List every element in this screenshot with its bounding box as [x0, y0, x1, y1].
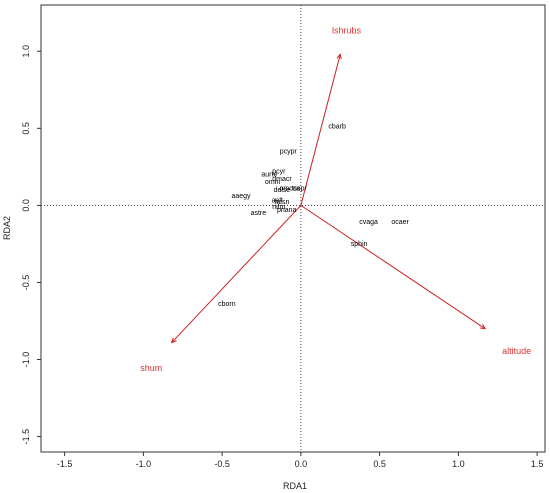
vector-altitude	[300, 204, 486, 330]
x-tick-label: 0.5	[373, 459, 386, 469]
species-label-pnana: pnana	[277, 207, 297, 214]
species-label-ocaer: ocaer	[391, 219, 409, 226]
species-label-cborn: cborn	[218, 301, 236, 308]
x-tick-label: 0.0	[295, 459, 308, 469]
x-tick-label: 1.0	[452, 459, 465, 469]
species-label-hcsn: hcsn	[275, 199, 290, 206]
species-label-dmacr: dmacr	[272, 176, 292, 183]
species-label-sphin: sphin	[351, 241, 368, 248]
vector-arrowhead-lshrubs	[336, 53, 342, 60]
vector-lshrubs	[300, 54, 341, 206]
species-label-pcypr: pcypr	[280, 148, 298, 155]
species-label-cvaga: cvaga	[359, 219, 378, 226]
species-label-astre: astre	[251, 210, 267, 217]
vector-label-altitude: altitude	[502, 346, 531, 356]
y-tick-label: 0.0	[21, 199, 31, 212]
y-tick-label: -1.5	[21, 429, 31, 445]
vector-arrowhead-altitude	[480, 324, 487, 330]
species-label-pmcca: pmcca	[280, 185, 301, 192]
y-axis: -1.5 -1.0 -0.5 0.0 0.5 1.0	[21, 45, 41, 444]
species-label-aalt: aalt	[272, 198, 283, 205]
x-axis: -1.5 -1.0 -0.5 0.0 0.5 1.0 1.5	[57, 452, 544, 469]
species-label-cbarb: cbarb	[328, 124, 346, 131]
x-tick-label: 1.5	[531, 459, 544, 469]
zero-lines	[41, 5, 545, 452]
y-tick-label: 0.5	[21, 122, 31, 135]
y-axis-title: RDA2	[2, 216, 12, 240]
x-tick-label: -1.5	[57, 459, 73, 469]
vector-arrowhead-shum	[170, 337, 177, 344]
plot-frame	[40, 4, 546, 453]
species-label-aurte: aurte	[261, 171, 277, 178]
species-label-pcyr: pcyr	[272, 168, 286, 175]
vector-shum	[171, 205, 302, 343]
x-tick-label: -0.5	[214, 459, 230, 469]
y-tick-label: -0.5	[21, 275, 31, 291]
species-label-nifm: nifm	[272, 204, 285, 211]
species-scores: pcypr cbarb pcyraurtedmacromnidelsepmccats…	[218, 124, 409, 308]
species-label-delse: delse	[274, 187, 291, 194]
y-tick-label: -1.0	[21, 352, 31, 368]
species-label-tscpr: tscpr	[292, 185, 308, 192]
x-tick-label: -1.0	[136, 459, 152, 469]
species-label-omni: omni	[265, 179, 281, 186]
environment-vectors: lshrubs altitude shum	[140, 26, 531, 374]
vector-label-shum: shum	[140, 363, 162, 373]
x-axis-title: RDA1	[283, 481, 307, 491]
vector-label-lshrubs: lshrubs	[332, 26, 362, 36]
species-label-aaegy: aaegy	[231, 193, 251, 200]
y-tick-label: 1.0	[21, 45, 31, 58]
